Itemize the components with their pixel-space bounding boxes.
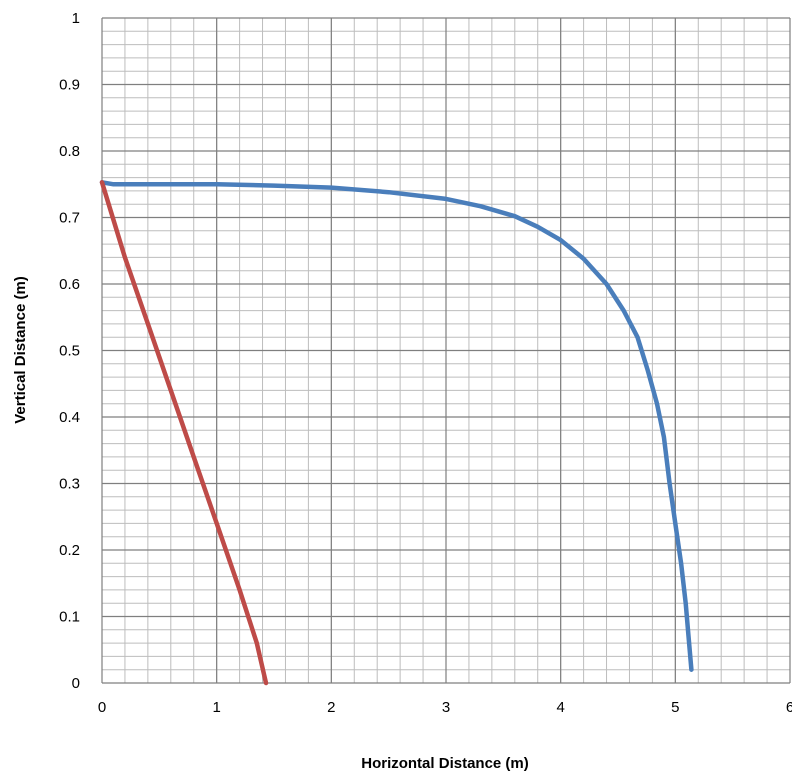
y-tick-label: 0.7 (59, 210, 80, 227)
series-line-2 (99, 180, 269, 686)
y-tick-label: 0.5 (59, 343, 80, 360)
x-tick-label: 0 (98, 699, 106, 716)
y-tick-label: 0 (72, 675, 80, 692)
y-tick-label: 0.6 (59, 276, 80, 293)
y-tick-label: 0.9 (59, 77, 80, 94)
series-layer (99, 180, 694, 686)
y-tick-labels: 0 0.1 0.2 0.3 0.4 0.5 0.6 0.7 0.8 0.9 1 (59, 10, 80, 692)
y-tick-label: 0.3 (59, 476, 80, 493)
x-tick-label: 2 (327, 699, 335, 716)
x-tick-label: 5 (671, 699, 679, 716)
y-tick-label: 0.4 (59, 409, 80, 426)
x-tick-label: 3 (442, 699, 450, 716)
y-tick-label: 0.2 (59, 542, 80, 559)
x-tick-label: 1 (212, 699, 220, 716)
x-axis-label: Horizontal Distance (m) (361, 755, 529, 772)
x-tick-label: 4 (556, 699, 564, 716)
y-tick-label: 1 (72, 10, 80, 27)
y-tick-label: 0.1 (59, 609, 80, 626)
major-gridlines (101, 17, 791, 684)
x-tick-labels: 0 1 2 3 4 5 6 (98, 699, 792, 716)
y-axis-label: Vertical Distance (m) (12, 276, 29, 424)
series-line-1 (99, 180, 694, 672)
y-tick-label: 0.8 (59, 143, 80, 160)
x-tick-label: 6 (786, 699, 792, 716)
